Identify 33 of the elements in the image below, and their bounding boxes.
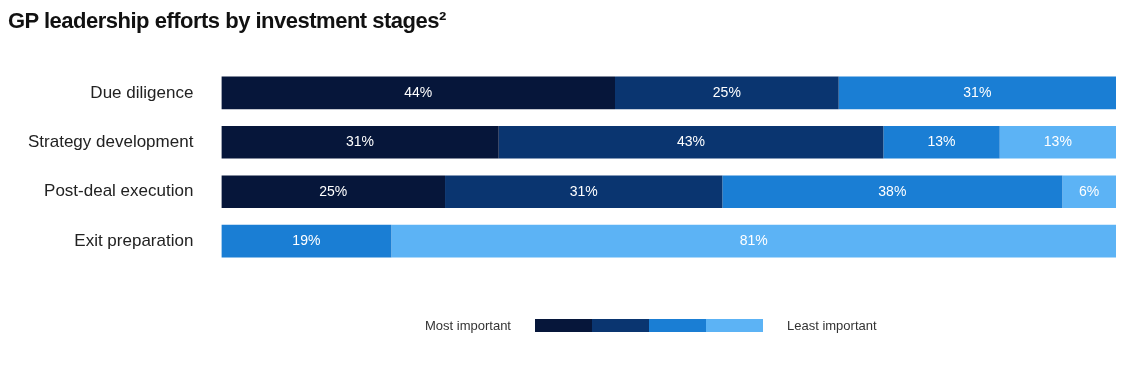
bar	[883, 126, 1000, 159]
data-label: 38%	[878, 182, 907, 199]
bar	[221, 76, 616, 110]
data-label: 6%	[1079, 182, 1100, 199]
bar	[221, 224, 392, 258]
y-tick-label: Strategy development	[27, 131, 194, 151]
data-label: 19%	[292, 231, 321, 248]
bar	[722, 175, 1063, 208]
data-label: 13%	[927, 133, 956, 150]
bar	[498, 126, 884, 159]
text: Least important	[786, 318, 877, 333]
data-label: 13%	[1043, 133, 1072, 150]
y-tick-label: Due diligence	[90, 82, 194, 102]
bar	[999, 126, 1116, 159]
chart-title: GP leadership efforts by investment stages²	[8, 8, 447, 34]
bar	[1062, 175, 1116, 208]
y-tick-label: Exit preparation	[74, 230, 194, 250]
text: Most important	[425, 318, 511, 333]
bar	[838, 76, 1116, 110]
data-label: 31%	[569, 182, 598, 199]
data-label: 81%	[739, 231, 768, 248]
data-label: 25%	[319, 182, 348, 199]
bar	[391, 224, 1116, 258]
bar	[221, 126, 499, 159]
data-label: 31%	[346, 133, 375, 150]
data-label: 44%	[404, 83, 433, 100]
bar	[445, 175, 723, 208]
data-label: 43%	[677, 133, 706, 150]
bar	[221, 175, 446, 208]
bar	[615, 76, 839, 110]
data-label: 31%	[963, 83, 992, 100]
data-label: 25%	[712, 83, 741, 100]
y-tick-label: Post-deal execution	[44, 181, 194, 201]
